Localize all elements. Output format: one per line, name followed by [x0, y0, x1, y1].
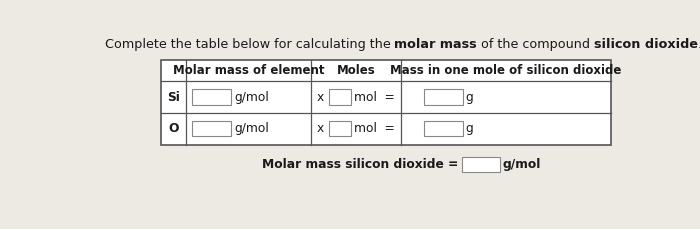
Text: Molar mass silicon dioxide =: Molar mass silicon dioxide = [262, 158, 463, 171]
Text: O: O [168, 122, 178, 135]
Bar [463, 157, 500, 172]
Text: Mass in one mole of silicon dioxide: Mass in one mole of silicon dioxide [390, 64, 622, 77]
Bar [424, 121, 463, 136]
Text: mol  =: mol = [354, 122, 395, 135]
Text: g/mol: g/mol [234, 122, 270, 135]
Bar [329, 90, 351, 105]
Text: of the compound: of the compound [477, 38, 594, 51]
Text: molar mass: molar mass [394, 38, 477, 51]
Text: g: g [466, 91, 473, 104]
Text: Complete the table below for calculating the: Complete the table below for calculating… [104, 38, 394, 51]
Bar [424, 90, 463, 105]
Text: x: x [317, 122, 324, 135]
Text: silicon dioxide: silicon dioxide [594, 38, 698, 51]
Text: g/mol: g/mol [234, 91, 270, 104]
Bar [192, 121, 231, 136]
Text: Moles: Moles [337, 64, 375, 77]
Text: x: x [317, 91, 324, 104]
Bar [329, 121, 351, 136]
Text: Molar mass of element: Molar mass of element [173, 64, 325, 77]
Text: .: . [698, 38, 700, 51]
Text: g/mol: g/mol [503, 158, 541, 171]
Text: g: g [466, 122, 473, 135]
Text: Si: Si [167, 91, 180, 104]
Bar [161, 60, 610, 144]
Text: mol  =: mol = [354, 91, 395, 104]
Bar [192, 90, 231, 105]
